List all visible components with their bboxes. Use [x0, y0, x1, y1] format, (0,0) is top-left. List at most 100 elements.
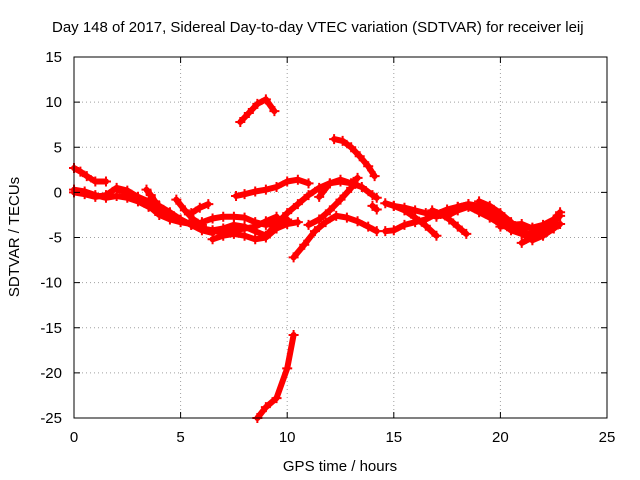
data-point	[132, 191, 143, 202]
y-tick-label: 0	[54, 184, 62, 201]
data-point	[250, 221, 261, 232]
data-point	[329, 134, 340, 145]
y-axis-label: SDTVAR / TECUs	[6, 177, 23, 297]
data-point	[243, 107, 254, 118]
data-point	[369, 171, 380, 182]
data-point	[282, 218, 293, 229]
data-point	[303, 190, 314, 201]
data-point	[179, 205, 190, 216]
data-point	[250, 234, 261, 245]
data-point	[495, 208, 506, 219]
data-point	[292, 174, 303, 185]
data-point	[356, 181, 367, 192]
data-point	[271, 393, 282, 404]
data-point	[271, 218, 282, 229]
data-point	[282, 363, 293, 374]
data-series	[69, 94, 566, 423]
data-point	[346, 142, 357, 153]
data-point	[194, 202, 205, 213]
data-point	[314, 191, 325, 202]
data-point	[516, 227, 527, 238]
data-point	[303, 178, 314, 189]
data-point	[122, 187, 133, 198]
data-point	[100, 176, 111, 187]
data-point	[314, 214, 325, 225]
x-tick-label: 15	[385, 429, 402, 446]
data-point	[363, 221, 374, 232]
data-point	[399, 205, 410, 216]
data-point	[269, 106, 280, 117]
data-point	[555, 218, 566, 229]
data-point	[410, 212, 421, 223]
data-point	[79, 189, 90, 200]
x-tick-label: 0	[70, 429, 78, 446]
data-point	[171, 194, 182, 205]
data-point	[292, 199, 303, 210]
data-point	[324, 178, 335, 189]
x-tick-label: 20	[492, 429, 509, 446]
data-point	[337, 135, 348, 146]
data-point	[239, 189, 250, 200]
data-point	[452, 205, 463, 216]
data-point	[352, 216, 363, 227]
data-point	[260, 216, 271, 227]
data-point	[186, 219, 197, 230]
data-point	[299, 239, 310, 250]
data-point	[331, 210, 342, 221]
data-point	[484, 200, 495, 211]
grid-lines	[74, 57, 607, 418]
data-point	[250, 186, 261, 197]
x-tick-label: 25	[599, 429, 616, 446]
data-point	[207, 234, 218, 245]
y-tick-label: 15	[45, 49, 62, 66]
data-point	[484, 212, 495, 223]
data-point	[442, 210, 453, 221]
y-tick-label: -10	[40, 275, 62, 292]
data-point	[371, 192, 382, 203]
data-point	[231, 190, 242, 201]
data-point	[527, 232, 538, 243]
data-point	[207, 213, 218, 224]
y-tick-label: -25	[40, 410, 62, 427]
data-point	[292, 217, 303, 228]
data-point	[474, 196, 485, 207]
data-point	[111, 184, 122, 195]
data-point	[341, 212, 352, 223]
chart-title: Day 148 of 2017, Sidereal Day-to-day VTE…	[52, 19, 584, 36]
data-point	[81, 171, 92, 182]
data-point	[203, 199, 214, 210]
data-point	[75, 166, 86, 177]
data-point	[239, 212, 250, 223]
data-point	[164, 207, 175, 218]
series-track-15	[290, 212, 380, 261]
data-point	[363, 161, 374, 172]
y-tick-label: -20	[40, 365, 62, 382]
data-point	[388, 200, 399, 211]
data-point	[371, 226, 382, 237]
data-point	[282, 208, 293, 219]
data-point	[516, 237, 527, 248]
data-point	[288, 252, 299, 263]
data-point	[320, 217, 331, 228]
data-point	[186, 208, 197, 219]
data-point	[452, 221, 463, 232]
data-point	[388, 225, 399, 236]
data-point	[380, 198, 391, 209]
y-tick-label: -5	[49, 230, 62, 247]
data-point	[196, 223, 207, 234]
data-point	[420, 220, 431, 231]
series-track-13	[254, 332, 297, 421]
data-point	[218, 211, 229, 222]
data-point	[435, 209, 446, 220]
x-tick-label: 5	[176, 429, 184, 446]
data-point	[288, 329, 299, 340]
data-point	[538, 229, 549, 240]
data-point	[90, 176, 101, 187]
x-tick-label: 10	[279, 429, 296, 446]
data-point	[427, 205, 438, 216]
data-point	[346, 178, 357, 189]
data-point	[303, 219, 314, 230]
data-point	[150, 196, 161, 207]
data-point	[260, 94, 271, 105]
data-point	[90, 191, 101, 202]
